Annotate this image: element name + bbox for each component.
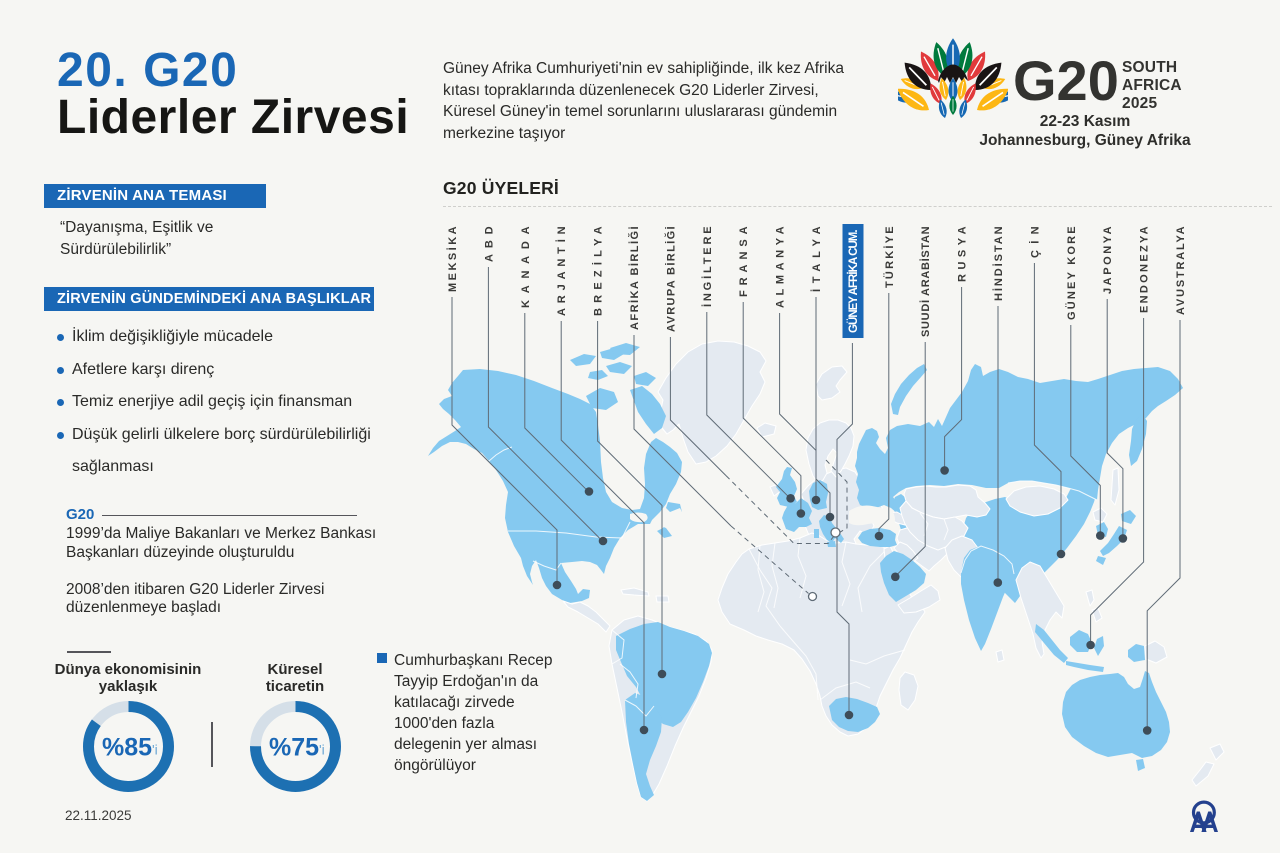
svg-text:KANADA: KANADA [520, 226, 532, 308]
svg-text:İNGİLTERE: İNGİLTERE [701, 226, 714, 307]
svg-text:RUSYA: RUSYA [957, 226, 969, 282]
svg-text:MEKSİKA: MEKSİKA [446, 226, 459, 292]
svg-text:ABD: ABD [483, 226, 495, 262]
svg-text:AVRUPA BİRLİĞİ: AVRUPA BİRLİĞİ [664, 226, 677, 332]
svg-text:'i: 'i [152, 742, 158, 758]
svg-text:JAPONYA: JAPONYA [1102, 226, 1114, 294]
svg-text:FRANSA: FRANSA [738, 226, 750, 297]
svg-text:GÜNEY AFRİKA CUM.: GÜNEY AFRİKA CUM. [847, 229, 860, 333]
svg-text:ALMANYA: ALMANYA [775, 226, 787, 308]
svg-text:AFRİKA BİRLİĞİ: AFRİKA BİRLİĞİ [628, 226, 641, 330]
svg-text:'i: 'i [319, 742, 325, 758]
svg-text:ÇİN: ÇİN [1028, 226, 1041, 258]
svg-text:İTALYA: İTALYA [810, 226, 823, 292]
svg-text:GÜNEY KORE: GÜNEY KORE [1065, 226, 1078, 320]
svg-text:%85: %85 [102, 734, 152, 762]
svg-text:HİNDİSTAN: HİNDİSTAN [992, 226, 1005, 301]
svg-text:ARJANTİN: ARJANTİN [555, 226, 568, 316]
svg-text:AVUSTRALYA: AVUSTRALYA [1175, 226, 1187, 315]
svg-text:BREZİLYA: BREZİLYA [592, 226, 605, 316]
svg-text:%75: %75 [269, 734, 319, 762]
svg-text:SUUDİ ARABİSTAN: SUUDİ ARABİSTAN [919, 226, 932, 337]
svg-text:ENDONEZYA: ENDONEZYA [1139, 226, 1151, 313]
svg-text:TÜRKİYE: TÜRKİYE [883, 226, 896, 288]
